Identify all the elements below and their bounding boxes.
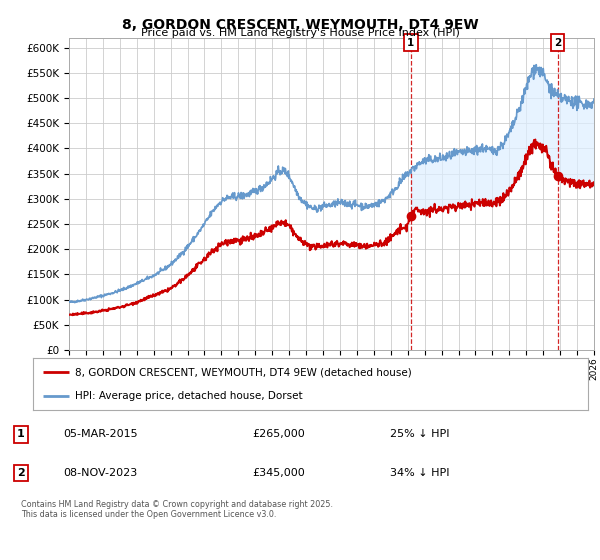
Text: 08-NOV-2023: 08-NOV-2023 bbox=[63, 468, 137, 478]
Text: 34% ↓ HPI: 34% ↓ HPI bbox=[390, 468, 449, 478]
Text: HPI: Average price, detached house, Dorset: HPI: Average price, detached house, Dors… bbox=[74, 391, 302, 401]
Text: 1: 1 bbox=[17, 430, 25, 440]
Text: £265,000: £265,000 bbox=[252, 430, 305, 440]
Text: Price paid vs. HM Land Registry's House Price Index (HPI): Price paid vs. HM Land Registry's House … bbox=[140, 28, 460, 38]
Text: 2: 2 bbox=[554, 38, 561, 48]
Text: £345,000: £345,000 bbox=[252, 468, 305, 478]
Text: Contains HM Land Registry data © Crown copyright and database right 2025.
This d: Contains HM Land Registry data © Crown c… bbox=[21, 500, 333, 519]
Text: 2: 2 bbox=[17, 468, 25, 478]
Text: 8, GORDON CRESCENT, WEYMOUTH, DT4 9EW: 8, GORDON CRESCENT, WEYMOUTH, DT4 9EW bbox=[122, 18, 478, 32]
Text: 05-MAR-2015: 05-MAR-2015 bbox=[63, 430, 137, 440]
Text: 25% ↓ HPI: 25% ↓ HPI bbox=[390, 430, 449, 440]
Text: 8, GORDON CRESCENT, WEYMOUTH, DT4 9EW (detached house): 8, GORDON CRESCENT, WEYMOUTH, DT4 9EW (d… bbox=[74, 367, 412, 377]
Text: 1: 1 bbox=[407, 38, 415, 48]
